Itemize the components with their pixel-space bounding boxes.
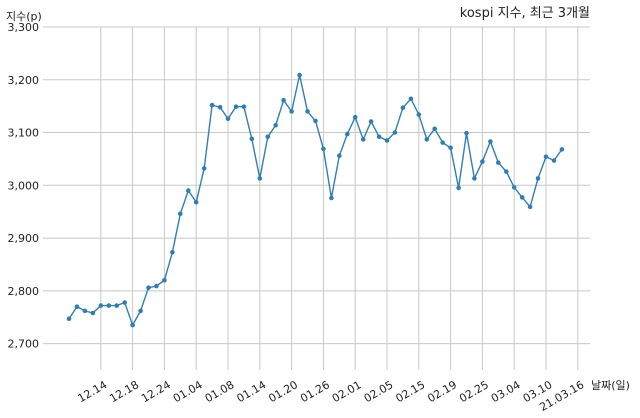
y-tick-label: 2,900 bbox=[8, 232, 40, 245]
data-point bbox=[559, 147, 565, 152]
data-point bbox=[249, 136, 255, 142]
data-point bbox=[543, 154, 549, 160]
data-point bbox=[233, 104, 239, 109]
data-point bbox=[360, 137, 366, 142]
data-point bbox=[193, 199, 199, 205]
series-points bbox=[66, 72, 565, 328]
data-point bbox=[448, 145, 453, 151]
data-point bbox=[154, 283, 159, 289]
data-point bbox=[464, 130, 469, 136]
x-tick-label: 12.14 bbox=[76, 378, 110, 405]
data-point bbox=[305, 109, 310, 114]
data-point bbox=[201, 166, 207, 171]
data-point bbox=[130, 322, 135, 328]
y-axis-label: 지수(p) bbox=[6, 10, 42, 23]
data-point bbox=[392, 130, 398, 135]
data-point bbox=[241, 104, 247, 109]
data-point bbox=[416, 112, 422, 117]
data-point bbox=[376, 134, 382, 140]
data-point bbox=[329, 195, 334, 201]
x-tick-label: 02.25 bbox=[457, 378, 491, 405]
x-tick-label: 01.26 bbox=[298, 378, 332, 405]
data-point bbox=[368, 119, 374, 124]
data-point bbox=[289, 109, 294, 114]
data-point bbox=[186, 188, 191, 193]
x-tick-label: 02.15 bbox=[394, 378, 428, 405]
data-point bbox=[472, 176, 477, 181]
x-tick-label: 12.18 bbox=[107, 378, 141, 405]
y-tick-label: 3,100 bbox=[8, 127, 40, 140]
data-point bbox=[321, 146, 326, 152]
x-tick-label: 02.19 bbox=[425, 378, 459, 405]
data-point bbox=[424, 137, 430, 142]
x-tick-label: 01.08 bbox=[203, 378, 237, 405]
data-point bbox=[178, 211, 183, 217]
x-tick-label: 02.01 bbox=[330, 378, 364, 405]
data-point bbox=[273, 122, 279, 128]
y-axis-ticks: 2,700 2,800 2,900 3,000 3,100 3,200 3,300 bbox=[8, 21, 40, 351]
series-line bbox=[68, 74, 563, 327]
data-point bbox=[480, 159, 485, 164]
data-point bbox=[408, 96, 414, 102]
data-point bbox=[527, 204, 533, 210]
data-point bbox=[400, 105, 406, 110]
data-point bbox=[225, 116, 231, 122]
y-tick-label: 2,800 bbox=[8, 285, 40, 298]
data-point bbox=[209, 102, 215, 108]
y-tick-label: 3,300 bbox=[8, 21, 40, 34]
data-point bbox=[297, 72, 302, 78]
data-point bbox=[162, 278, 167, 283]
data-point bbox=[114, 303, 119, 308]
data-point bbox=[90, 310, 96, 316]
data-point bbox=[432, 126, 438, 132]
x-tick-label: 02.05 bbox=[362, 378, 396, 405]
data-point bbox=[82, 308, 88, 314]
data-point bbox=[496, 160, 501, 165]
y-tick-label: 3,000 bbox=[8, 179, 40, 192]
data-point bbox=[313, 118, 318, 124]
x-axis-label: 날짜(일) bbox=[591, 378, 630, 392]
data-point bbox=[217, 104, 223, 110]
chart-title: kospi 지수, 최근 3개월 bbox=[460, 6, 590, 21]
data-point bbox=[74, 304, 80, 310]
data-point bbox=[98, 303, 104, 308]
data-point bbox=[265, 134, 271, 140]
data-point bbox=[122, 300, 127, 305]
data-point bbox=[281, 98, 286, 103]
data-point bbox=[384, 138, 390, 143]
data-point bbox=[337, 153, 342, 159]
data-point bbox=[352, 114, 358, 120]
x-axis-ticks: 12.1412.1812.2401.0401.0801.1401.2001.26… bbox=[76, 378, 587, 414]
data-point bbox=[511, 185, 517, 190]
x-tick-label: 01.04 bbox=[171, 378, 205, 405]
data-point bbox=[146, 285, 151, 291]
data-point bbox=[138, 308, 143, 314]
y-tick-label: 3,200 bbox=[8, 74, 40, 87]
x-tick-label: 01.14 bbox=[235, 378, 269, 405]
data-point bbox=[170, 250, 175, 255]
grid bbox=[43, 26, 590, 370]
data-point bbox=[257, 176, 263, 181]
data-point bbox=[519, 195, 525, 200]
data-point bbox=[440, 140, 446, 145]
x-tick-label: 12.24 bbox=[139, 378, 173, 405]
data-point bbox=[66, 316, 72, 322]
data-point bbox=[551, 158, 557, 163]
x-tick-label: 03.04 bbox=[489, 378, 523, 405]
data-point bbox=[535, 176, 541, 181]
data-point bbox=[488, 139, 493, 144]
x-tick-label: 01.20 bbox=[266, 378, 300, 405]
data-point bbox=[345, 131, 350, 137]
y-tick-label: 2,700 bbox=[8, 338, 40, 351]
data-point bbox=[504, 169, 509, 174]
data-point bbox=[456, 185, 461, 191]
data-point bbox=[106, 303, 112, 308]
